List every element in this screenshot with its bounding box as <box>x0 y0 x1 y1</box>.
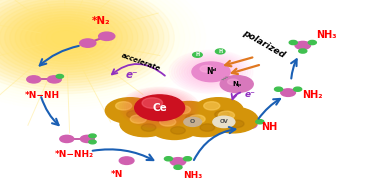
Circle shape <box>164 157 172 161</box>
Circle shape <box>0 0 185 99</box>
Circle shape <box>213 116 235 128</box>
Text: NH₃: NH₃ <box>316 30 337 40</box>
Circle shape <box>308 40 316 45</box>
Text: *N−NH: *N−NH <box>25 91 60 100</box>
Circle shape <box>142 98 163 108</box>
Circle shape <box>218 111 235 119</box>
Circle shape <box>47 76 61 83</box>
Circle shape <box>189 115 205 123</box>
Circle shape <box>89 134 96 138</box>
Text: NH: NH <box>262 122 278 132</box>
Circle shape <box>135 95 185 121</box>
Circle shape <box>30 19 102 56</box>
Circle shape <box>184 117 201 126</box>
Circle shape <box>200 124 215 131</box>
Circle shape <box>46 28 86 48</box>
Circle shape <box>185 114 200 122</box>
Circle shape <box>130 115 146 123</box>
Circle shape <box>0 1 138 75</box>
Text: O: O <box>190 119 195 124</box>
Circle shape <box>0 0 159 85</box>
Circle shape <box>116 102 132 110</box>
Circle shape <box>10 9 122 67</box>
Circle shape <box>215 49 225 54</box>
Circle shape <box>229 120 244 128</box>
Circle shape <box>0 0 179 96</box>
Circle shape <box>0 0 174 94</box>
Circle shape <box>145 105 161 114</box>
Circle shape <box>275 87 283 91</box>
Circle shape <box>15 12 117 64</box>
Circle shape <box>192 62 230 82</box>
Circle shape <box>0 0 153 83</box>
Circle shape <box>156 114 171 122</box>
Circle shape <box>204 102 220 110</box>
Circle shape <box>0 0 148 80</box>
Circle shape <box>160 118 176 126</box>
Circle shape <box>170 158 186 166</box>
Circle shape <box>0 3 133 72</box>
Circle shape <box>193 52 202 57</box>
Circle shape <box>200 65 213 72</box>
Text: *N₂: *N₂ <box>92 16 110 26</box>
Circle shape <box>220 76 253 93</box>
Text: NH₃: NH₃ <box>183 171 202 180</box>
Circle shape <box>127 111 141 118</box>
Circle shape <box>99 32 115 40</box>
Text: OV: OV <box>219 119 228 124</box>
Circle shape <box>120 111 170 137</box>
Circle shape <box>119 157 134 164</box>
Circle shape <box>20 14 112 61</box>
Circle shape <box>294 87 302 91</box>
Circle shape <box>25 17 107 59</box>
Text: Nᵈ: Nᵈ <box>206 67 216 76</box>
Circle shape <box>141 124 156 131</box>
Circle shape <box>174 105 190 114</box>
Circle shape <box>36 22 96 53</box>
Circle shape <box>193 98 243 123</box>
Circle shape <box>174 165 182 169</box>
Text: Nₚ: Nₚ <box>232 81 241 87</box>
Circle shape <box>105 98 155 123</box>
Text: e⁻: e⁻ <box>126 70 138 80</box>
Circle shape <box>289 40 297 45</box>
Circle shape <box>299 49 307 53</box>
Circle shape <box>215 111 229 118</box>
Circle shape <box>0 0 164 88</box>
Circle shape <box>0 0 143 77</box>
Text: *N: *N <box>111 170 124 179</box>
Text: *N−NH₂: *N−NH₂ <box>55 150 94 160</box>
Text: e⁻: e⁻ <box>245 90 256 99</box>
Circle shape <box>80 39 96 47</box>
Circle shape <box>171 127 185 134</box>
Circle shape <box>27 76 41 83</box>
Circle shape <box>164 101 214 127</box>
Text: H: H <box>195 52 200 57</box>
Circle shape <box>295 41 310 49</box>
Text: Ce: Ce <box>152 103 167 113</box>
Circle shape <box>281 89 295 96</box>
Text: accelerate: accelerate <box>121 53 162 72</box>
Circle shape <box>60 135 74 143</box>
Circle shape <box>256 120 264 124</box>
Circle shape <box>208 107 258 133</box>
Circle shape <box>56 74 63 78</box>
Circle shape <box>135 101 185 127</box>
Circle shape <box>228 79 239 85</box>
Circle shape <box>0 0 169 91</box>
Circle shape <box>5 6 128 69</box>
Circle shape <box>184 157 192 161</box>
Text: NH₂: NH₂ <box>302 90 322 99</box>
Circle shape <box>80 135 94 143</box>
Circle shape <box>149 114 199 139</box>
Circle shape <box>41 25 91 51</box>
Text: polarized: polarized <box>241 29 287 60</box>
Circle shape <box>242 121 257 129</box>
Circle shape <box>89 140 96 144</box>
Circle shape <box>51 30 81 45</box>
Circle shape <box>179 111 229 137</box>
Text: H: H <box>218 49 222 54</box>
